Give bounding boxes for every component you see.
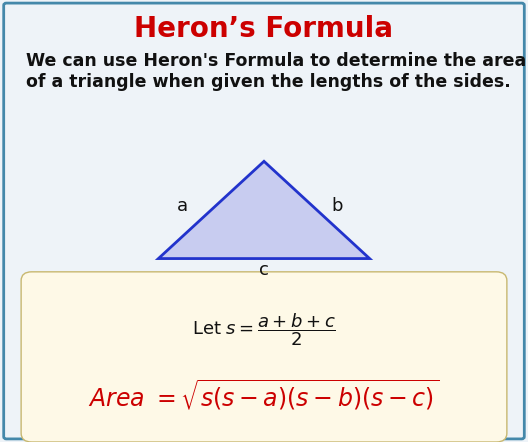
FancyBboxPatch shape [21, 272, 507, 442]
Text: Heron’s Formula: Heron’s Formula [135, 15, 393, 43]
FancyBboxPatch shape [4, 3, 524, 439]
Polygon shape [158, 161, 370, 259]
Text: Area $= \sqrt{s(s-a)(s-b)(s-c)}$: Area $= \sqrt{s(s-a)(s-b)(s-c)}$ [89, 377, 439, 412]
Text: of a triangle when given the lengths of the sides.: of a triangle when given the lengths of … [26, 73, 511, 91]
Text: Let $s = \dfrac{a+b+c}{2}$: Let $s = \dfrac{a+b+c}{2}$ [192, 311, 336, 347]
Text: c: c [259, 261, 269, 278]
Text: b: b [331, 197, 343, 214]
Text: We can use Heron's Formula to determine the area: We can use Heron's Formula to determine … [26, 52, 526, 70]
Text: a: a [176, 197, 188, 214]
